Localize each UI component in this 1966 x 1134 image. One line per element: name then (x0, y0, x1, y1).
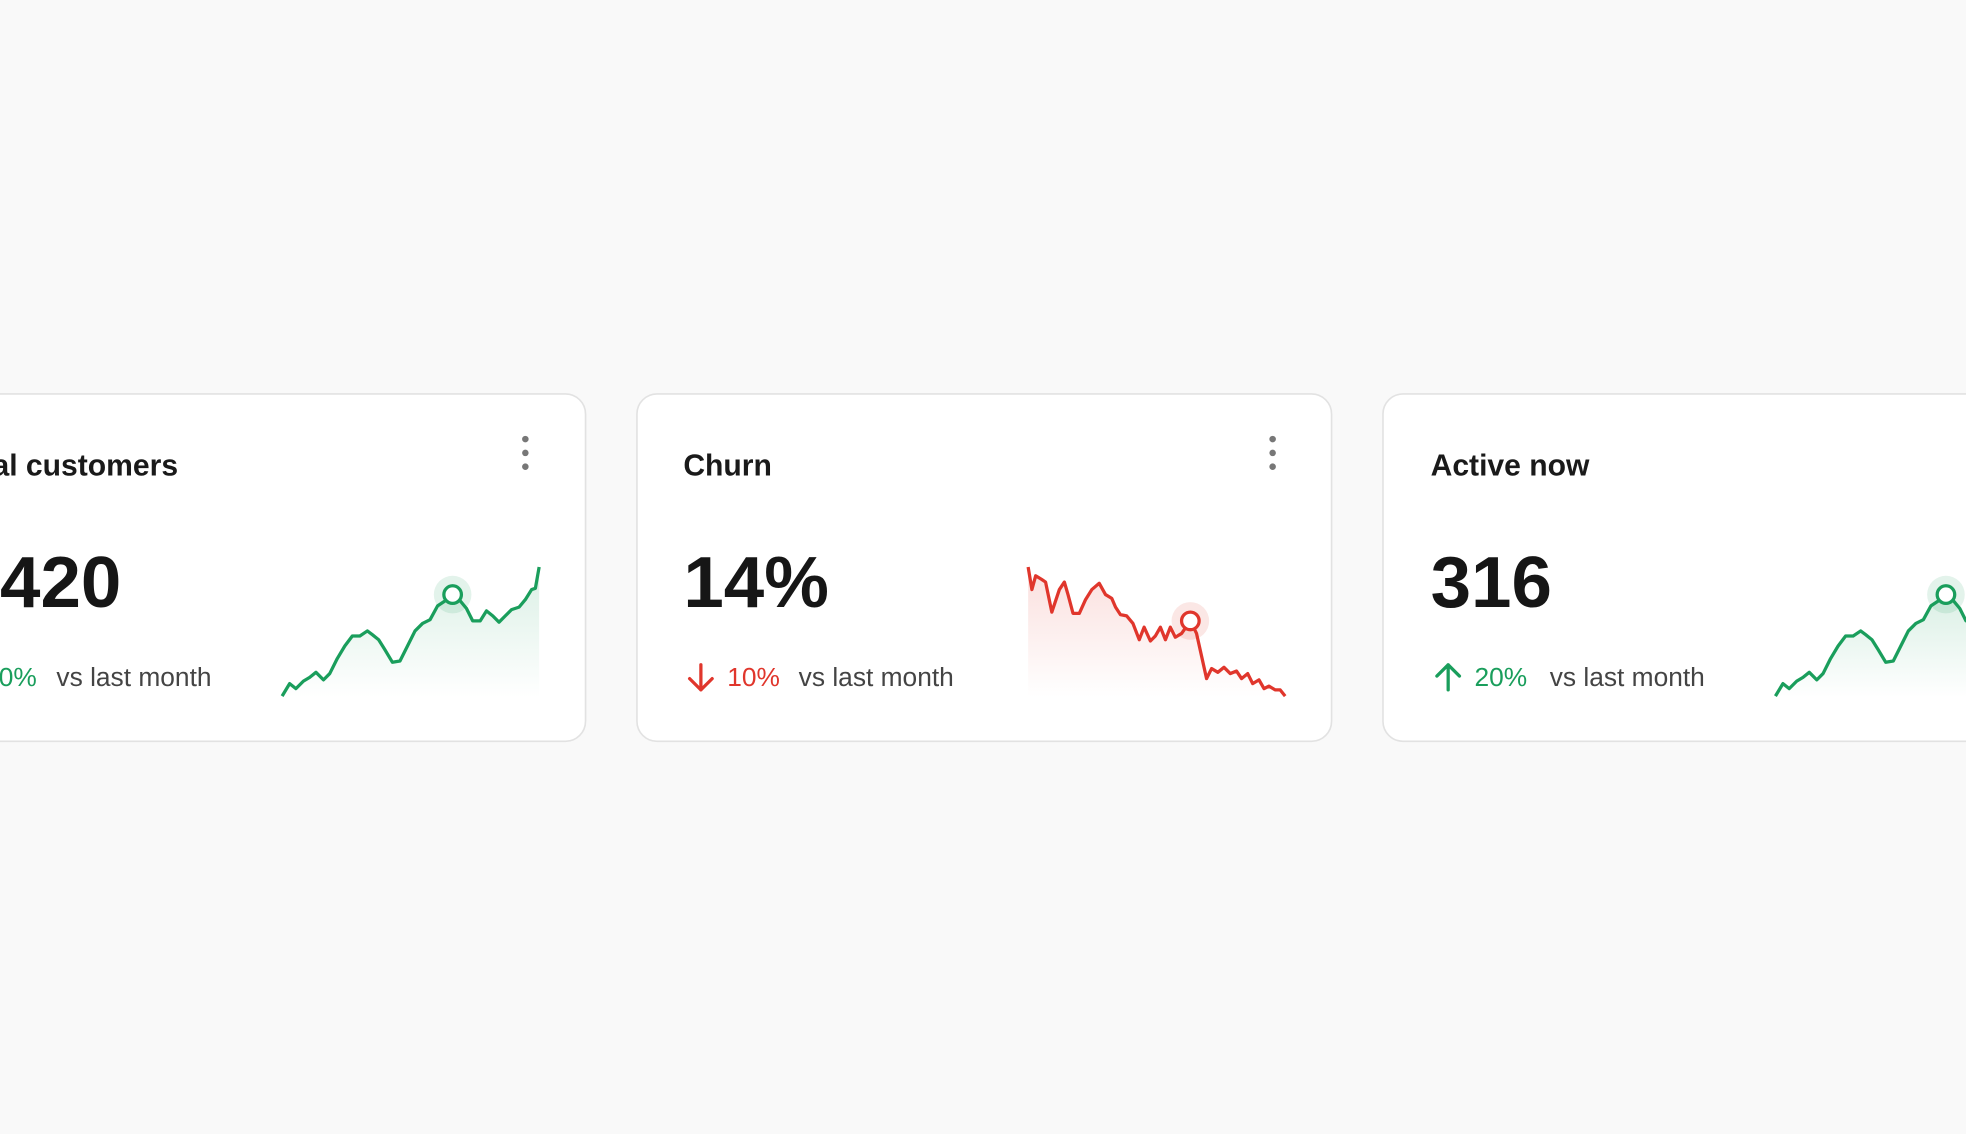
card-content: Churn 14% 10% vs last month (683, 449, 1287, 698)
change-percent: 10% (727, 662, 780, 692)
card-content: al customers 420 0% vs last month (0, 449, 541, 698)
highlight-point (1179, 610, 1201, 632)
card-value: 316 (1431, 542, 1552, 623)
card-value: 14% (683, 542, 829, 623)
change-percent: 20% (1475, 662, 1528, 692)
trend-arrow (1435, 663, 1462, 692)
menu-dot (522, 435, 529, 443)
card-title: al customers (0, 449, 178, 482)
card-content: Active now 316 20% vs last month (1431, 449, 1966, 698)
sparkline-area (282, 567, 540, 698)
menu-dot (522, 463, 529, 470)
change-caption: vs last month (1550, 662, 1705, 692)
change-caption: vs last month (799, 662, 954, 692)
card-title: Churn (683, 449, 772, 482)
menu-dot (522, 449, 529, 457)
sparkline-area (1028, 567, 1286, 698)
highlight-point (1935, 584, 1957, 605)
sparkline (1026, 566, 1287, 698)
change-caption: vs last month (56, 662, 211, 692)
menu-dot (1269, 463, 1276, 470)
card-title: Active now (1431, 449, 1590, 482)
change-percent: 0% (0, 662, 37, 692)
card-surface (1382, 393, 1966, 743)
menu-dot (1269, 435, 1276, 443)
card: Churn 14% 10% vs last month (636, 393, 1333, 743)
trend-arrow (687, 663, 714, 692)
card: al customers 420 0% vs last month (0, 393, 587, 743)
card: Active now 316 20% vs last month (1382, 393, 1966, 743)
highlight-point (442, 584, 464, 605)
card-value: 420 (0, 542, 121, 623)
menu-dot (1269, 449, 1276, 457)
sparkline (280, 566, 541, 697)
